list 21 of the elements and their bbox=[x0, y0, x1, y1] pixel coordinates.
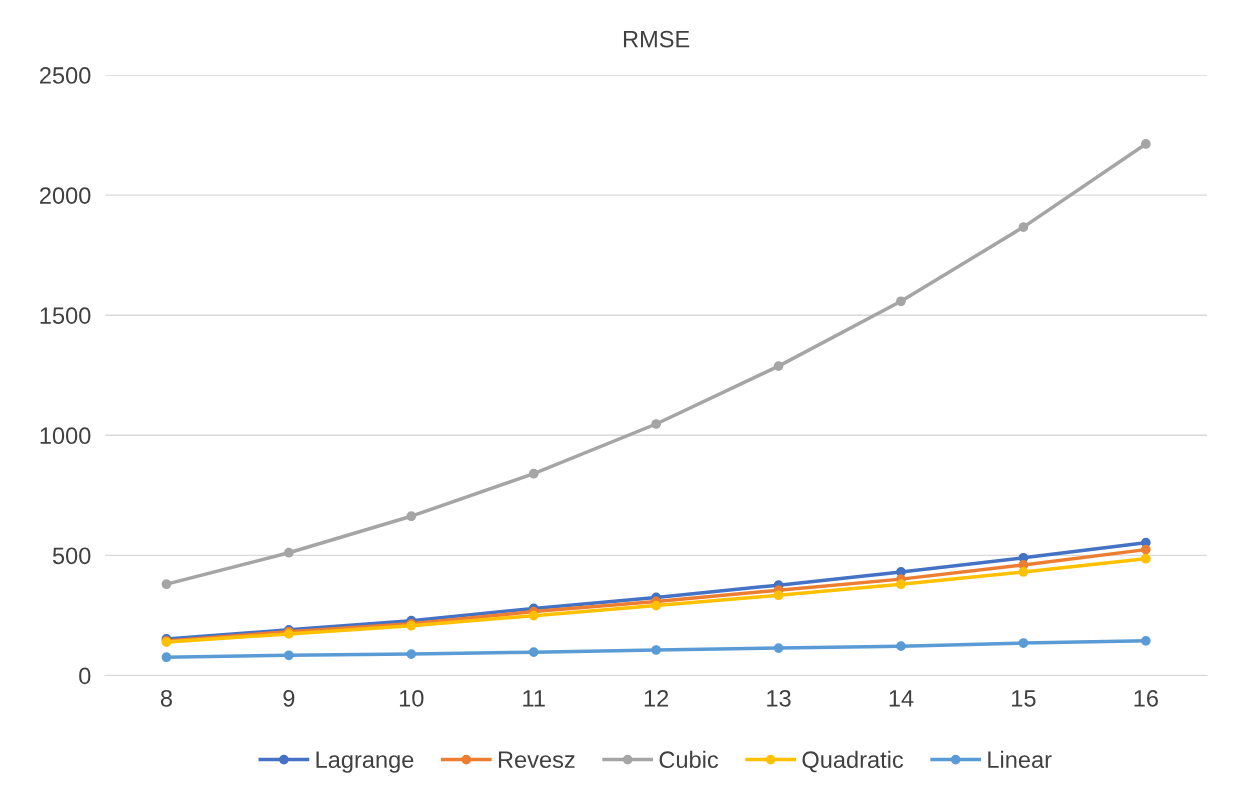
legend-label: Lagrange bbox=[316, 751, 414, 773]
chart-title: RMSE bbox=[623, 30, 690, 48]
y-tick-label: 500 bbox=[52, 547, 91, 565]
x-tick-label: 9 bbox=[283, 689, 295, 707]
y-tick-label: 2000 bbox=[40, 187, 91, 204]
x-tick-label: 11 bbox=[523, 690, 545, 707]
legend-label: Cubic bbox=[659, 750, 719, 769]
y-tick-label: 0 bbox=[79, 667, 91, 685]
x-tick-label: 14 bbox=[889, 690, 914, 707]
x-tick-label: 16 bbox=[1134, 689, 1158, 707]
legend-label: Quadratic bbox=[802, 750, 904, 773]
x-tick-label: 10 bbox=[399, 689, 424, 707]
y-tick-label: 1500 bbox=[40, 307, 91, 324]
legend-label: Revesz bbox=[498, 751, 575, 769]
y-tick-label: 2500 bbox=[40, 67, 91, 84]
y-tick-label: 1000 bbox=[40, 427, 91, 445]
x-tick-label: 15 bbox=[1012, 690, 1036, 707]
x-tick-label: 8 bbox=[160, 689, 172, 707]
legend-label: Linear bbox=[988, 750, 1052, 769]
x-tick-label: 12 bbox=[644, 689, 669, 707]
x-tick-label: 13 bbox=[767, 689, 791, 707]
